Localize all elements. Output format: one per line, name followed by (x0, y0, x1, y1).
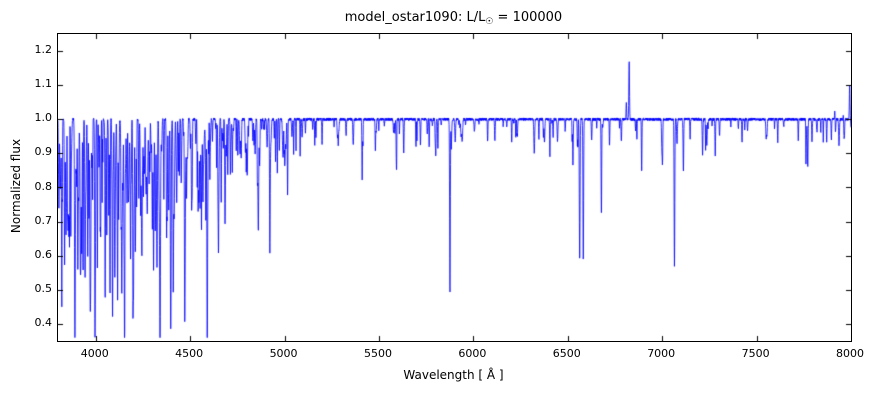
x-tick-label: 7000 (647, 347, 676, 360)
y-tick-label: 0.8 (34, 179, 53, 193)
y-tick-label: 0.5 (34, 281, 53, 295)
chart-title-text: model_ostar1090: L/L (344, 10, 486, 25)
x-tick-label: 6500 (552, 347, 581, 360)
y-tick-label: 0.9 (34, 145, 53, 159)
x-axis-label: Wavelength [ Å ] (403, 368, 504, 382)
x-tick-label: 7500 (741, 347, 770, 360)
y-tick-label: 1.0 (34, 111, 53, 125)
x-tick-label: 8000 (836, 347, 864, 360)
y-tick-label: 1.2 (34, 43, 53, 57)
spectrum-canvas (58, 34, 851, 341)
y-tick-label: 0.4 (34, 315, 53, 329)
chart-title-value: = 100000 (493, 10, 563, 25)
y-tick-label: 0.6 (34, 247, 53, 261)
plot-area (57, 33, 852, 342)
sun-symbol: ☉ (485, 17, 494, 27)
y-tick-label: 1.1 (34, 77, 53, 91)
x-tick-label: 6000 (458, 347, 487, 360)
chart-title: model_ostar1090: L/L☉ = 100000 (57, 10, 850, 27)
x-tick-label: 5000 (269, 347, 298, 360)
x-tick-label: 5500 (363, 347, 392, 360)
x-tick-label: 4500 (175, 347, 204, 360)
y-tick-label: 0.7 (34, 213, 53, 227)
x-tick-label: 4000 (80, 347, 109, 360)
